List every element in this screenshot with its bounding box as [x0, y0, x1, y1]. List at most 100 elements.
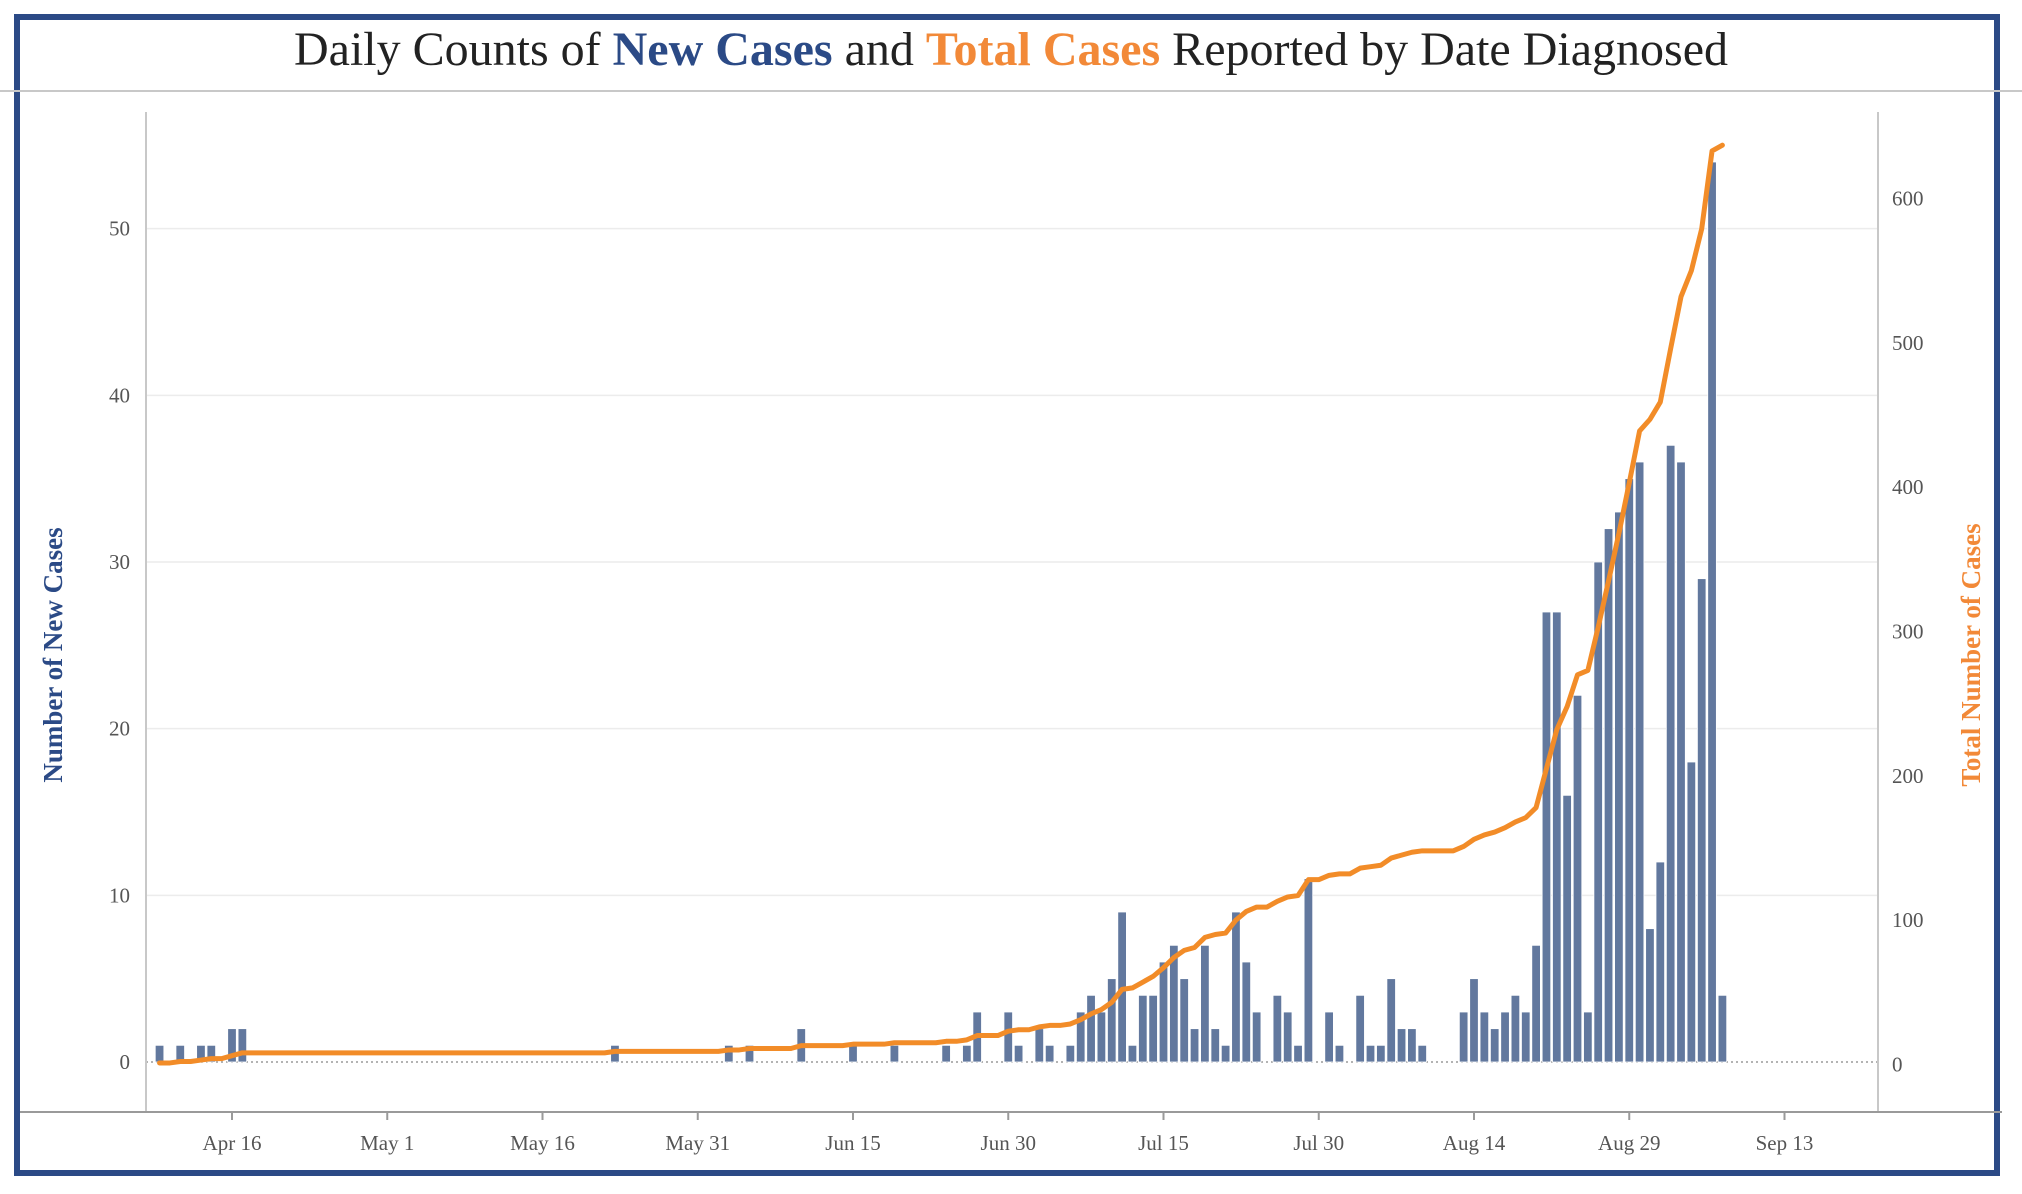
- bar: [1065, 1044, 1076, 1063]
- new-cases-bars: [154, 161, 1728, 1063]
- bar: [1210, 1028, 1220, 1063]
- bar: [1552, 611, 1562, 1063]
- bar: [1655, 861, 1666, 1063]
- bar: [744, 1044, 755, 1063]
- bar: [1417, 1044, 1427, 1063]
- bar: [1717, 994, 1728, 1063]
- bar: [1593, 561, 1603, 1063]
- bar: [1665, 444, 1676, 1063]
- bar: [1697, 578, 1707, 1063]
- bar: [1676, 461, 1686, 1063]
- bar: [941, 1044, 951, 1063]
- bar: [1003, 1011, 1013, 1063]
- gridlines: [146, 227, 1878, 1063]
- y-left-tick-label: 40: [109, 383, 130, 407]
- x-tick-label: Jun 15: [825, 1131, 880, 1155]
- bar: [1521, 1011, 1531, 1063]
- bar: [1158, 961, 1169, 1063]
- title-divider: [0, 90, 2022, 92]
- bar: [1231, 911, 1241, 1063]
- bar: [1107, 978, 1117, 1063]
- x-tick-label: May 31: [665, 1131, 730, 1155]
- y-left-axis-title: Number of New Cases: [38, 527, 68, 782]
- bar: [1479, 1011, 1490, 1063]
- bar: [1583, 1011, 1593, 1063]
- x-tick-label: Aug 29: [1598, 1131, 1660, 1155]
- bar: [1396, 1028, 1407, 1063]
- bar: [1407, 1028, 1417, 1063]
- title-total-cases: Total Cases: [925, 23, 1161, 76]
- bar: [1469, 978, 1479, 1063]
- title-new-cases: New Cases: [612, 23, 833, 76]
- bar: [206, 1044, 217, 1063]
- bar: [1138, 994, 1148, 1063]
- x-tick-label: Apr 16: [203, 1131, 262, 1155]
- bar: [1707, 161, 1717, 1063]
- x-tick-label: May 16: [510, 1131, 575, 1155]
- bar: [1200, 944, 1210, 1063]
- y-right-axis-title: Total Number of Cases: [1956, 523, 1986, 786]
- bar: [1458, 1011, 1469, 1063]
- axes: [20, 112, 2002, 1120]
- bar: [1634, 461, 1645, 1063]
- bar: [1624, 478, 1634, 1063]
- bar: [1169, 944, 1179, 1063]
- bar: [1272, 994, 1283, 1063]
- y-left-tick-label: 20: [109, 717, 130, 741]
- y-right-tick-label: 300: [1892, 619, 1924, 643]
- y-left-tick-label: 0: [120, 1050, 131, 1074]
- title-middle: and: [832, 23, 926, 76]
- bar: [1034, 1028, 1045, 1063]
- bar: [1614, 511, 1624, 1063]
- bar: [1365, 1044, 1376, 1063]
- x-tick-label: Jul 30: [1293, 1131, 1344, 1155]
- bar: [1334, 1044, 1345, 1063]
- bar: [154, 1044, 165, 1063]
- y-left-tick-label: 30: [109, 550, 130, 574]
- title-suffix: Reported by Date Diagnosed: [1160, 23, 1729, 76]
- bar: [1220, 1044, 1231, 1063]
- x-tick-label: Jul 15: [1138, 1131, 1189, 1155]
- x-tick-label: May 1: [360, 1131, 414, 1155]
- bar: [1251, 1011, 1262, 1063]
- bar: [1044, 1044, 1055, 1063]
- x-tick-label: Aug 14: [1443, 1131, 1506, 1155]
- bar: [237, 1028, 248, 1063]
- bar: [724, 1044, 734, 1063]
- bar: [1386, 978, 1396, 1063]
- bar: [1189, 1028, 1200, 1063]
- bar: [1490, 1028, 1500, 1063]
- bar: [1283, 1011, 1293, 1063]
- y-right-tick-label: 600: [1892, 187, 1924, 211]
- bar: [1096, 1011, 1107, 1063]
- bar: [1645, 928, 1655, 1063]
- y-right-tick-label: 100: [1892, 908, 1924, 932]
- bar: [1376, 1044, 1386, 1063]
- bar: [1562, 794, 1572, 1063]
- bar: [1179, 978, 1189, 1063]
- bar: [1127, 1044, 1138, 1063]
- y-right-tick-label: 200: [1892, 764, 1924, 788]
- bar: [962, 1044, 972, 1063]
- bar: [1531, 944, 1541, 1063]
- x-tick-label: Sep 13: [1756, 1131, 1814, 1155]
- bar: [1324, 1011, 1334, 1063]
- bar: [889, 1044, 900, 1063]
- bar: [1241, 961, 1252, 1063]
- y-left-tick-label: 50: [109, 217, 130, 241]
- bar: [1086, 994, 1096, 1063]
- bar: [1603, 528, 1614, 1063]
- bar: [848, 1044, 858, 1063]
- bar: [1148, 994, 1158, 1063]
- bar: [1510, 994, 1521, 1063]
- y-right-tick-label: 500: [1892, 331, 1924, 355]
- bar: [1572, 694, 1583, 1063]
- bar: [1541, 611, 1552, 1063]
- total-cases-line: [157, 142, 1725, 1066]
- bar: [1293, 1044, 1303, 1063]
- bar: [1686, 761, 1697, 1063]
- y-right-tick-label: 400: [1892, 475, 1924, 499]
- x-tick-label: Jun 30: [981, 1131, 1036, 1155]
